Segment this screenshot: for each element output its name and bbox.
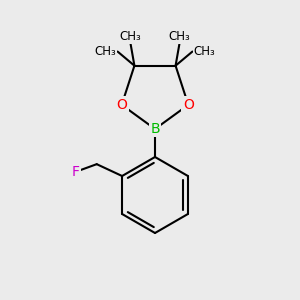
Text: O: O	[116, 98, 127, 112]
Text: CH₃: CH₃	[169, 30, 190, 43]
Text: CH₃: CH₃	[120, 30, 142, 43]
Text: F: F	[72, 165, 80, 179]
Text: O: O	[183, 98, 194, 112]
Text: B: B	[150, 122, 160, 136]
Text: CH₃: CH₃	[95, 45, 117, 58]
Text: CH₃: CH₃	[194, 45, 215, 58]
